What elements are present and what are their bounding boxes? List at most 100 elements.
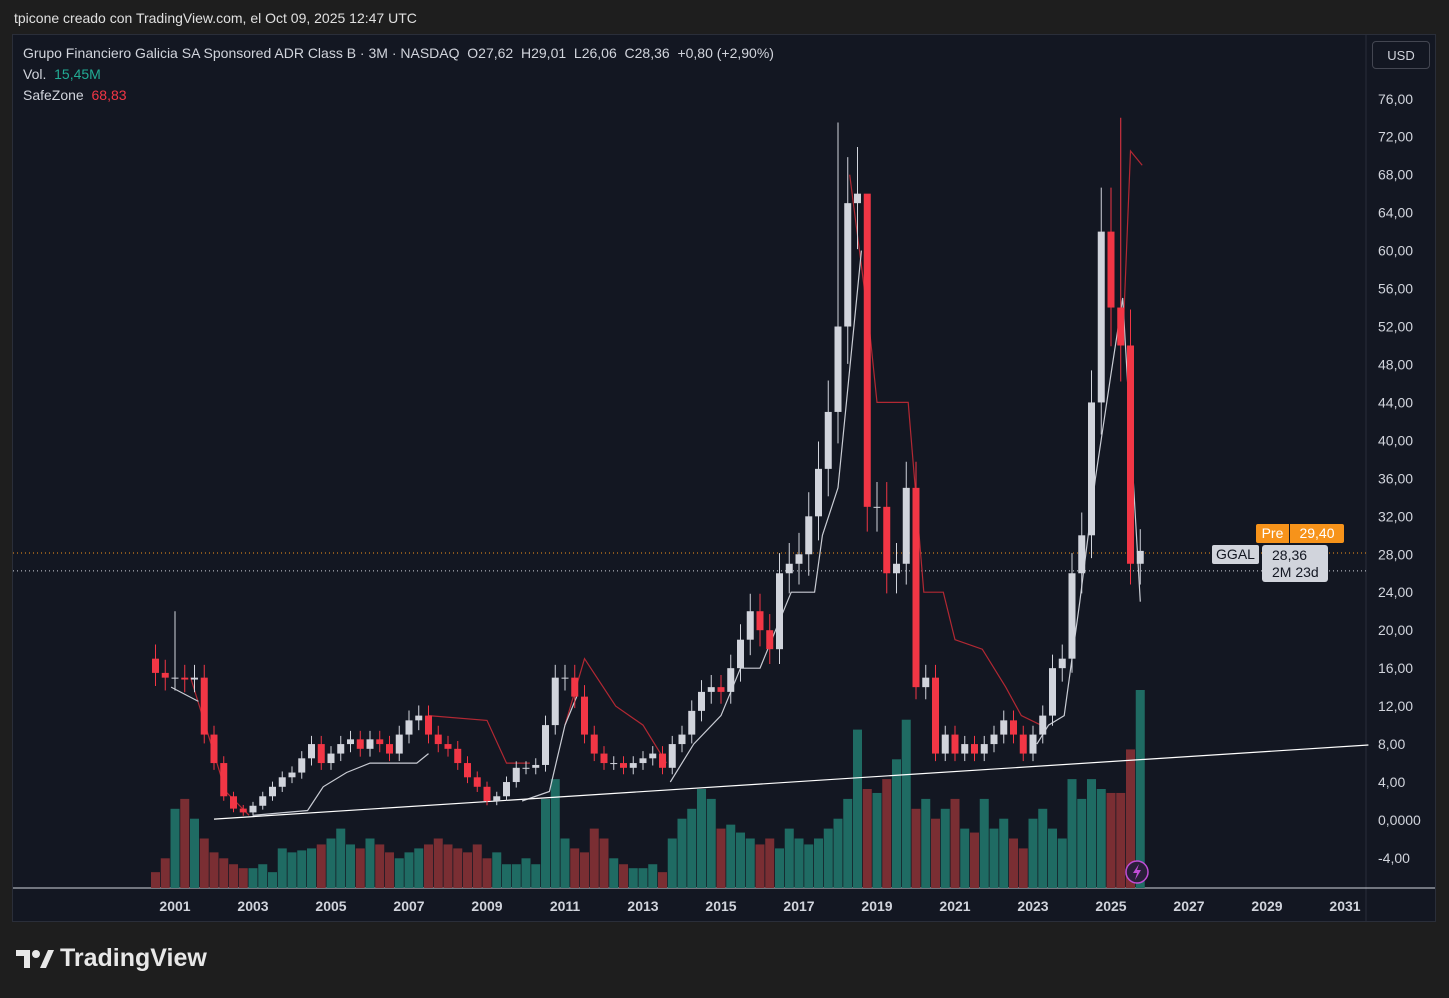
volume-bar <box>736 832 745 888</box>
safezone-lower-line <box>170 686 199 702</box>
volume-bar <box>463 852 472 888</box>
volume-bar <box>180 798 190 888</box>
safezone-upper-line <box>849 174 1042 726</box>
safezone-legend[interactable]: SafeZone 68,83 <box>23 87 127 103</box>
price-tick-label: 16,00 <box>1378 660 1413 676</box>
volume-bar <box>911 808 921 888</box>
candle-body <box>863 193 871 507</box>
time-tick-label: 2023 <box>1017 898 1048 914</box>
candle-body <box>1097 231 1105 403</box>
volume-bar <box>453 848 463 888</box>
volume-bar <box>1077 798 1087 888</box>
price-tick-label: 28,00 <box>1378 546 1413 562</box>
candle-body <box>366 739 374 749</box>
volume-bar <box>1067 779 1077 888</box>
price-tick-label: 20,00 <box>1378 622 1413 638</box>
price-tick-label: 64,00 <box>1378 205 1413 221</box>
volume-bar <box>658 872 667 888</box>
candle-body <box>542 725 549 765</box>
volume-bar <box>297 850 307 888</box>
volume-bar <box>755 844 765 888</box>
tradingview-logo[interactable]: TradingView <box>16 944 207 973</box>
candle-body <box>824 411 832 469</box>
volume-bar <box>258 864 268 888</box>
candle-body <box>776 573 783 650</box>
volume-bar <box>1009 838 1018 888</box>
price-tick-label: 12,00 <box>1378 698 1413 714</box>
volume-bar <box>502 864 511 888</box>
candle-body <box>347 739 354 745</box>
candle-body <box>1136 550 1144 564</box>
volume-bar <box>960 828 970 888</box>
price-tick-label: 32,00 <box>1378 508 1413 524</box>
volume-bar <box>287 852 297 888</box>
volume-bar <box>628 868 638 888</box>
volume-bar <box>677 818 687 888</box>
candle-body <box>844 203 852 327</box>
attribution: tpicone creado con TradingView.com, el O… <box>14 10 417 26</box>
volume-bar <box>706 798 716 888</box>
volume-bar <box>248 868 258 888</box>
volume-bar <box>443 844 453 888</box>
volume-bar <box>989 828 999 888</box>
ohlc-values: O27,62 H29,01 L26,06 C28,36 +0,80 (+2,90… <box>467 45 774 61</box>
candle-body <box>727 668 735 692</box>
price-tick-label: 36,00 <box>1378 470 1413 486</box>
volume-bar <box>1135 690 1145 888</box>
candle-body <box>493 796 501 802</box>
time-tick-label: 2003 <box>237 898 268 914</box>
candle-body <box>1029 734 1037 754</box>
price-tick-label: 44,00 <box>1378 394 1413 410</box>
volume-bar <box>599 838 609 888</box>
volume-legend[interactable]: Vol. 15,45M <box>23 66 101 82</box>
candle-body <box>473 777 481 787</box>
price-tick-label: -4,00 <box>1378 850 1410 866</box>
volume-bar <box>580 852 589 888</box>
candle-body <box>581 696 588 735</box>
candle-body <box>941 734 949 754</box>
legend-title-row: Grupo Financiero Galicia SA Sponsored AD… <box>23 45 774 61</box>
volume-bar <box>931 818 940 888</box>
volume-bar <box>570 848 580 888</box>
candle-body <box>805 516 813 555</box>
volume-bar <box>1087 779 1096 888</box>
volume-bar <box>804 844 814 888</box>
volume-bar <box>823 828 833 888</box>
volume-bar <box>1096 789 1106 888</box>
time-tick-label: 2025 <box>1095 898 1126 914</box>
safezone-lower-line <box>521 696 578 802</box>
volume-bar <box>492 852 502 888</box>
time-tick-label: 2031 <box>1329 898 1360 914</box>
time-tick-label: 2013 <box>627 898 658 914</box>
last-price: 28,36 <box>1272 547 1308 563</box>
currency-button[interactable]: USD <box>1372 41 1430 69</box>
time-tick-label: 2017 <box>783 898 814 914</box>
symbol-title: Grupo Financiero Galicia SA Sponsored AD… <box>23 45 460 61</box>
volume-bar <box>433 838 443 888</box>
last-price-tag: 28,36 2M 23d <box>1262 545 1328 582</box>
volume-bar <box>667 838 677 888</box>
candle-body <box>337 744 345 754</box>
candle-body <box>746 611 754 640</box>
candle-body <box>1107 231 1115 308</box>
price-tick-label: 60,00 <box>1378 243 1413 259</box>
volume-bar <box>511 864 521 888</box>
candle-body <box>902 487 910 564</box>
candle-body <box>317 744 325 764</box>
volume-bar <box>872 792 882 888</box>
volume-bar <box>394 858 404 888</box>
candle-body <box>922 677 930 688</box>
candle-body <box>454 748 462 764</box>
candle-body <box>737 639 744 669</box>
candle-body <box>356 739 364 749</box>
candle-body <box>278 777 286 787</box>
symbol-tag: GGAL <box>1212 545 1259 564</box>
candle-body <box>503 782 510 797</box>
volume-bar <box>784 828 794 888</box>
chart-panel[interactable] <box>12 34 1436 922</box>
volume-bar <box>1048 828 1057 888</box>
candle-body <box>181 677 189 680</box>
candle-body <box>1078 535 1086 574</box>
volume-bar <box>940 808 950 888</box>
